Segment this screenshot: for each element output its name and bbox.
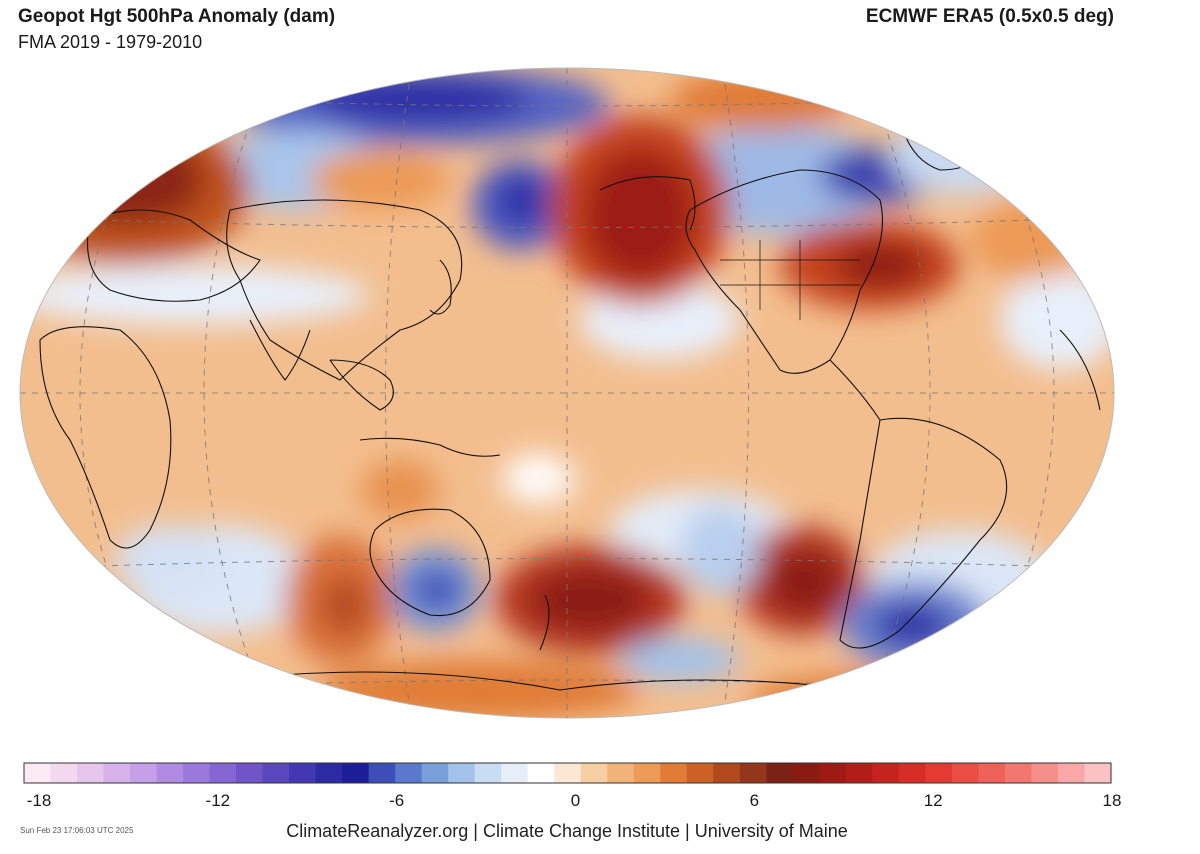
pos-east-us-core (835, 243, 925, 287)
pos-antarctic-rim (320, 660, 640, 718)
color-scale-cell (660, 763, 688, 783)
pos-indian-ocean-core (320, 575, 370, 635)
color-scale-bar (23, 762, 1112, 784)
color-scale-cell (342, 763, 370, 783)
colorbar-tick-label: 18 (1102, 791, 1122, 810)
color-scale-cell (633, 763, 661, 783)
coast-new-zealand (539, 594, 550, 651)
color-scale-cell (766, 763, 794, 783)
coast-west-africa-edge (1059, 329, 1101, 411)
neg-south-atlantic-core (874, 605, 950, 645)
color-scale-cell (739, 763, 767, 783)
color-scale-cell (925, 763, 953, 783)
coast-asia (226, 199, 463, 381)
color-scale-cell (183, 763, 211, 783)
data-source-label: ECMWF ERA5 (0.5x0.5 deg) (865, 6, 1114, 27)
colorbar-tick-label: -6 (389, 791, 405, 810)
generated-timestamp: Sun Feb 23 17:06:03 UTC 2025 (20, 826, 134, 835)
pos-europe (20, 115, 250, 265)
color-scale-cell (580, 763, 608, 783)
coast-indonesia (359, 437, 501, 457)
color-scale-cell (368, 763, 396, 783)
color-scale-cell (209, 763, 237, 783)
neg-kamchatka-core (500, 178, 544, 222)
color-scale-cell (792, 763, 820, 783)
color-scale-cell (686, 763, 714, 783)
colorbar-tick-label: -12 (205, 791, 231, 810)
color-scale-cell (872, 763, 900, 783)
anomaly-map (19, 67, 1115, 719)
color-scale-cell (103, 763, 131, 783)
pale-band-north-atlantic (1000, 270, 1114, 370)
coast-india (249, 319, 311, 381)
color-scale-cell (395, 763, 423, 783)
color-scale-cell (50, 763, 78, 783)
color-scale-cell (130, 763, 158, 783)
color-scale-cell (262, 763, 290, 783)
map-title: Geopot Hgt 500hPa Anomaly (dam) (18, 6, 336, 27)
color-scale-cell (156, 763, 184, 783)
coast-north-america (685, 169, 883, 374)
color-scale-cell (448, 763, 476, 783)
color-scale-cell (1057, 763, 1086, 783)
pos-australia (360, 460, 440, 520)
color-scale-cell (289, 763, 317, 783)
color-scale-cell (24, 763, 52, 783)
coast-africa (39, 326, 172, 549)
neg-ross-sea (620, 638, 740, 682)
color-scale-cell (554, 763, 582, 783)
color-scale-cell (898, 763, 927, 783)
coast-south-america (839, 417, 1008, 649)
color-scale-cells (24, 763, 1112, 783)
color-scale-cell (1004, 763, 1033, 783)
color-scale-cell (77, 763, 105, 783)
credit-line: ClimateReanalyzer.org | Climate Change I… (286, 821, 848, 841)
pos-nz-east-core (530, 568, 650, 632)
graticule (20, 68, 1114, 718)
pos-west-canada (670, 70, 850, 130)
coast-europe (87, 209, 261, 302)
map-subtitle: FMA 2019 - 1979-2010 (18, 32, 203, 52)
pos-chile-west-core (767, 550, 843, 614)
neg-arctic-siberia-core (310, 78, 530, 122)
coast-australia (369, 508, 491, 617)
neg-south-pacific (680, 505, 760, 595)
colorbar-tick-label: -18 (26, 791, 52, 810)
color-scale-cell (1031, 763, 1059, 783)
colorbar-tick-label: 12 (923, 791, 943, 810)
neg-tropical-pacific-small (510, 453, 560, 497)
color-scale-cell (978, 763, 1006, 783)
us-state-grid (720, 240, 860, 320)
coastlines (39, 117, 1101, 694)
color-scale-cell (845, 763, 873, 783)
color-scale-outline (23, 762, 1112, 784)
color-scale-cell (236, 763, 264, 783)
coast-japan (429, 259, 452, 315)
color-scale-cell (951, 763, 980, 783)
color-scale-cell (421, 763, 449, 783)
color-scale-cell (713, 763, 741, 783)
coast-central-america (829, 359, 881, 421)
globe-outline (19, 67, 1115, 719)
color-scale-cell (501, 763, 529, 783)
color-scale-cell (474, 763, 502, 783)
color-scale-cell (607, 763, 635, 783)
neg-greenland-belt (890, 115, 1030, 195)
color-scale-cell (315, 763, 343, 783)
colorbar-tick-label: 0 (570, 791, 581, 810)
color-scale-cell (819, 763, 847, 783)
neg-west-indian (115, 525, 225, 595)
colorbar-tick-label: 6 (749, 791, 760, 810)
coast-alaska (599, 176, 696, 231)
coast-se-asia (329, 359, 394, 411)
pos-north-asia (310, 150, 450, 210)
neg-south-australia-core (415, 572, 459, 608)
color-scale-cell (527, 763, 555, 783)
pos-europe-core (55, 135, 205, 225)
color-scale-cell (1084, 763, 1112, 783)
pos-alaska-core (585, 150, 695, 280)
pale-band-eurasia (20, 265, 370, 325)
